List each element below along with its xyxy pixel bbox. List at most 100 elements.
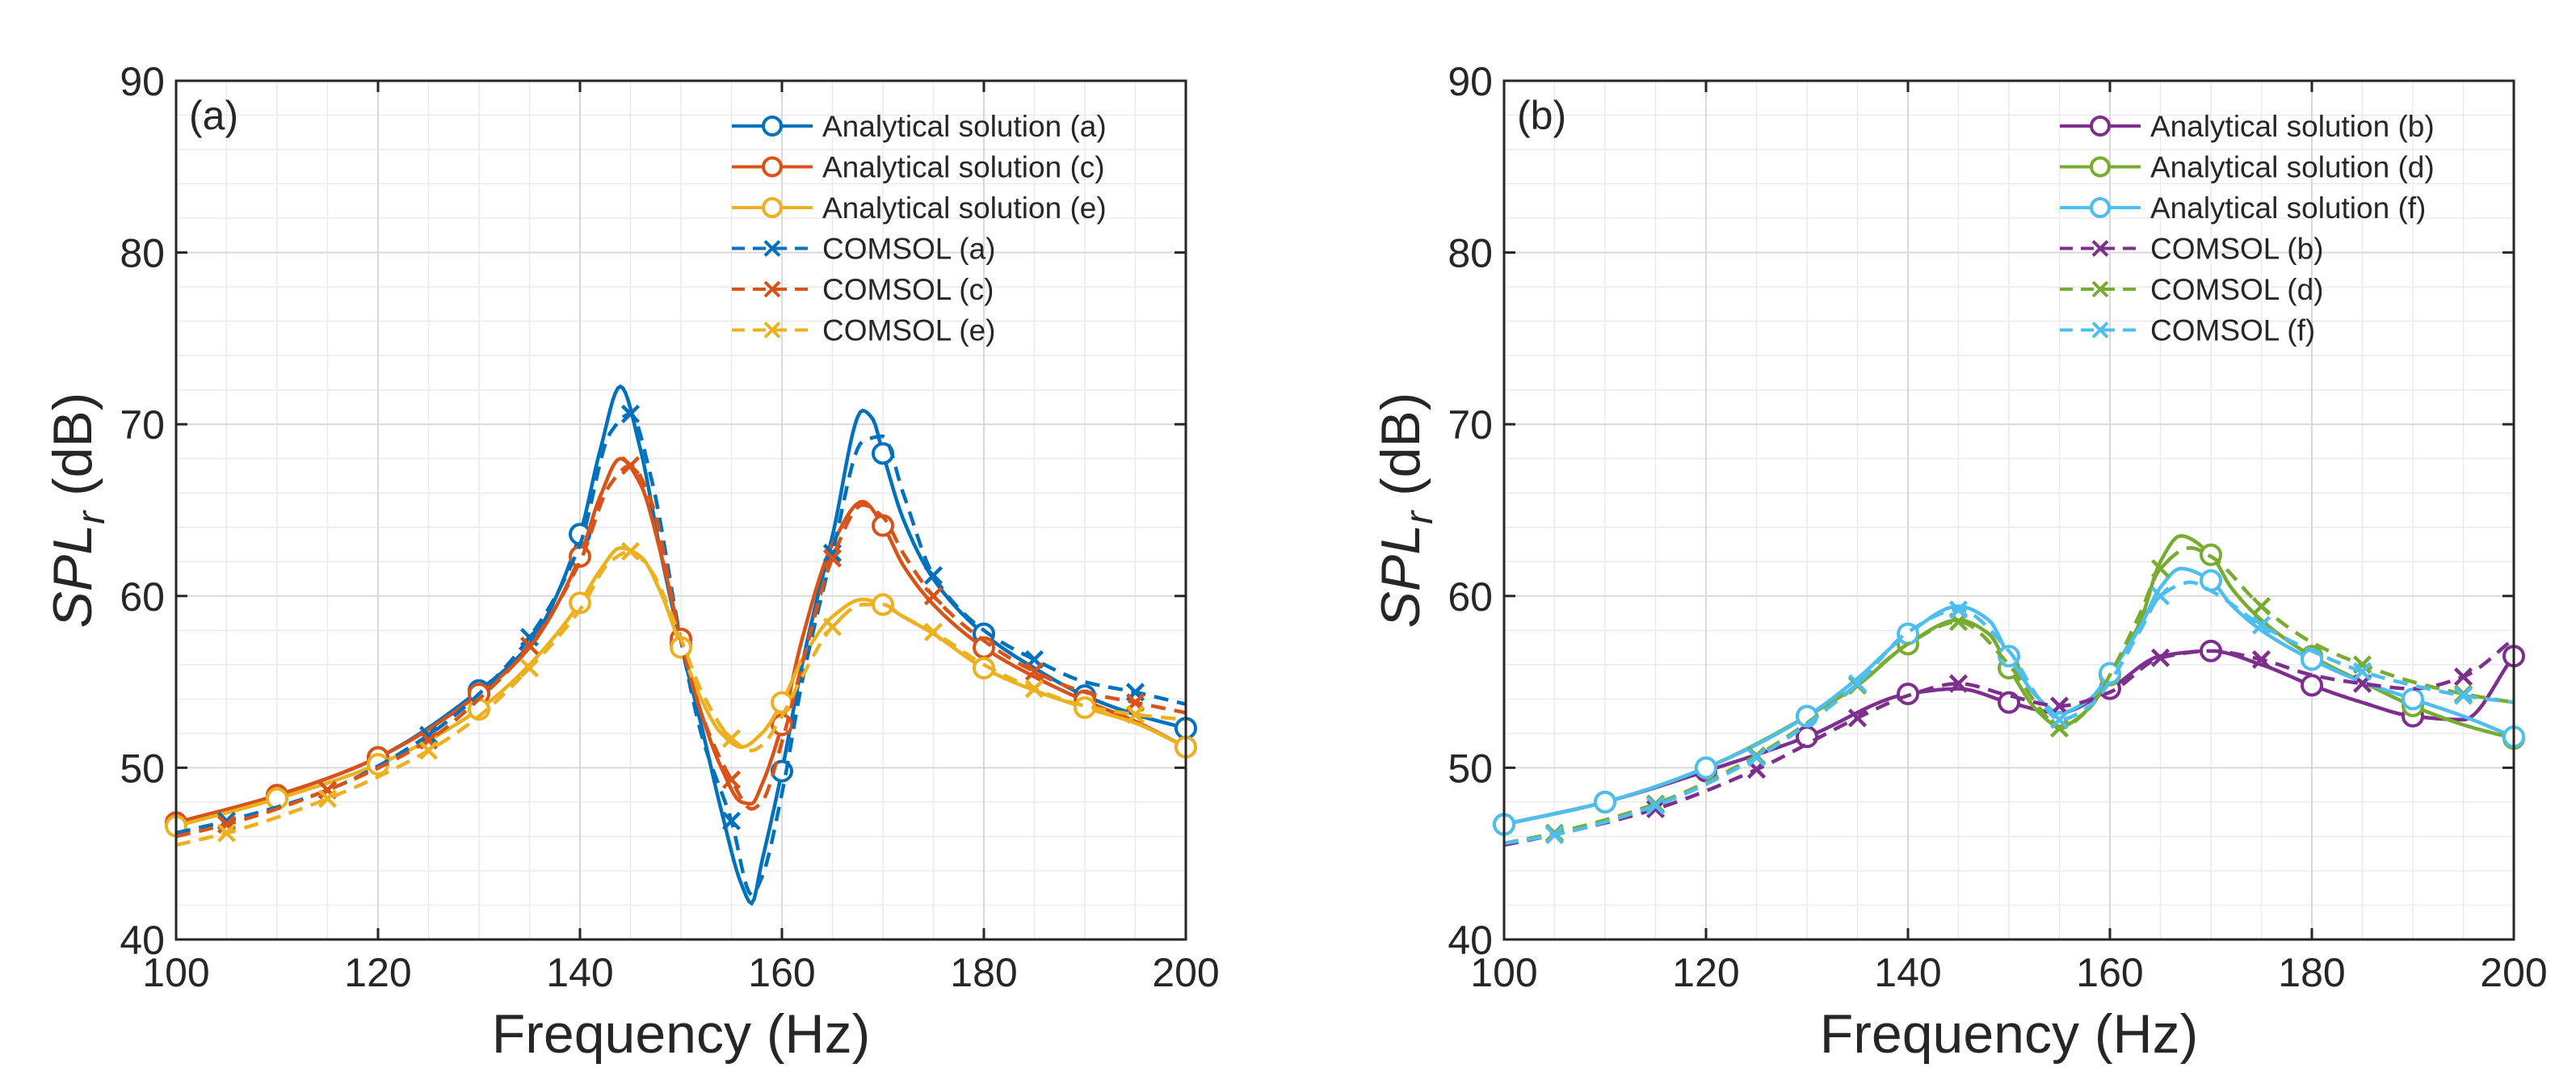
legend-entry-label: Analytical solution (b) bbox=[2150, 110, 2435, 143]
marker-point bbox=[216, 823, 237, 843]
x-tick-label: 180 bbox=[950, 950, 1017, 995]
y-tick-label: 60 bbox=[1448, 574, 1493, 620]
plot-frame bbox=[1502, 79, 2515, 941]
y-tick-label: 40 bbox=[1448, 918, 1493, 963]
marker-point bbox=[2150, 648, 2170, 667]
marker-point bbox=[2150, 586, 2170, 606]
x-tick-label: 120 bbox=[1672, 950, 1739, 995]
marker-point bbox=[620, 456, 641, 475]
marker-point bbox=[923, 586, 943, 606]
series-line-comsol-e bbox=[176, 549, 1186, 847]
marker-point bbox=[721, 811, 742, 830]
x-tick-label: 200 bbox=[2480, 950, 2547, 995]
x-tick-label: 140 bbox=[1874, 950, 1941, 995]
legend-entry-label: Analytical solution (f) bbox=[2150, 191, 2426, 225]
marker-point bbox=[519, 636, 540, 656]
marker-point bbox=[519, 658, 540, 678]
series-line-comsol-f bbox=[1504, 580, 2514, 846]
marker-point bbox=[822, 549, 843, 568]
series-line-comsol-b bbox=[1504, 637, 2514, 847]
legend-marker bbox=[2091, 240, 2109, 257]
x-axis-label: Frequency (Hz) bbox=[1820, 1003, 2199, 1065]
marker-point bbox=[2049, 696, 2070, 716]
marker-point bbox=[771, 691, 793, 714]
panel-label: (a) bbox=[189, 93, 238, 138]
y-tick-label: 50 bbox=[1448, 746, 1493, 791]
x-tick-label: 100 bbox=[142, 950, 209, 995]
legend-marker bbox=[762, 156, 783, 178]
marker-point bbox=[418, 741, 439, 760]
marker-point bbox=[1948, 600, 1969, 620]
legend-marker bbox=[2090, 116, 2111, 137]
y-tick-label: 90 bbox=[1448, 59, 1493, 104]
marker-point bbox=[1645, 796, 1666, 815]
marker-point bbox=[1024, 679, 1044, 699]
y-tick-label: 80 bbox=[120, 231, 165, 276]
legend-entry-label: COMSOL (d) bbox=[2150, 273, 2323, 306]
legend-entry-label: COMSOL (a) bbox=[822, 233, 995, 266]
marker-point bbox=[418, 725, 439, 745]
legend-entry-label: Analytical solution (c) bbox=[822, 151, 1105, 184]
marker-point bbox=[2352, 662, 2372, 681]
plot-frame bbox=[174, 79, 1187, 941]
panel-label: (b) bbox=[1517, 93, 1566, 138]
legend-entry-label: Analytical solution (e) bbox=[822, 191, 1107, 225]
marker-point bbox=[2301, 674, 2323, 697]
legend-entry-label: COMSOL (c) bbox=[822, 273, 994, 306]
marker-point bbox=[620, 541, 641, 561]
legend-marker bbox=[2091, 280, 2109, 298]
marker-point bbox=[2049, 710, 2070, 729]
marker-point bbox=[2251, 616, 2271, 635]
legend-marker bbox=[2090, 156, 2111, 178]
legend-entry-label: COMSOL (e) bbox=[822, 314, 995, 347]
marker-point bbox=[2453, 686, 2473, 705]
y-axis-label: SPLr (dB) bbox=[42, 393, 113, 628]
y-tick-label: 90 bbox=[120, 59, 165, 104]
legend-marker bbox=[763, 240, 781, 257]
legend-marker bbox=[763, 280, 781, 298]
legend: Analytical solution (a) Analytical soluti… bbox=[732, 110, 1107, 347]
marker-point bbox=[2200, 569, 2222, 592]
y-tick-label: 50 bbox=[120, 746, 165, 791]
legend-entry-label: Analytical solution (a) bbox=[822, 110, 1107, 143]
legend-entry-label: COMSOL (f) bbox=[2150, 314, 2315, 347]
y-tick-label: 60 bbox=[120, 574, 165, 620]
marker-point bbox=[721, 729, 742, 748]
legend-marker bbox=[2091, 322, 2109, 338]
chart-panel-b: 100 120 140 160 180 200 40 50 60 70 80 90 Frequency … bbox=[1370, 59, 2548, 1065]
marker-point bbox=[317, 789, 338, 809]
legend-marker bbox=[762, 197, 783, 218]
legend-marker bbox=[2090, 197, 2111, 218]
marker-point bbox=[1645, 799, 1666, 819]
marker-point bbox=[1125, 704, 1145, 725]
marker-point bbox=[2251, 649, 2271, 670]
marker-point bbox=[2402, 687, 2424, 711]
marker-point bbox=[2251, 596, 2271, 616]
legend-entry-label: COMSOL (b) bbox=[2150, 233, 2323, 266]
marker-point bbox=[923, 565, 943, 585]
marker-point bbox=[2453, 667, 2473, 687]
x-tick-label: 200 bbox=[1152, 950, 1219, 995]
marker-point bbox=[620, 404, 641, 424]
y-axis-label: SPLr (dB) bbox=[1370, 393, 1441, 628]
marker-point bbox=[923, 622, 943, 642]
marker-point bbox=[1544, 825, 1565, 844]
legend-entry-label: Analytical solution (d) bbox=[2150, 151, 2435, 184]
marker-point bbox=[1695, 756, 1717, 780]
marker-point bbox=[1847, 674, 1868, 693]
marker-point bbox=[2150, 559, 2170, 578]
x-tick-label: 160 bbox=[2076, 950, 2143, 995]
x-axis-label: Frequency (Hz) bbox=[492, 1003, 871, 1065]
y-tick-label: 70 bbox=[1448, 402, 1493, 448]
marker-point bbox=[1796, 725, 1818, 749]
x-tick-label: 140 bbox=[546, 950, 613, 995]
x-tick-label: 160 bbox=[748, 950, 815, 995]
legend: Analytical solution (b) Analytical soluti… bbox=[2060, 110, 2435, 347]
marker-point bbox=[1847, 708, 1868, 728]
x-tick-label: 120 bbox=[344, 950, 411, 995]
y-tick-label: 40 bbox=[120, 918, 165, 963]
marker-point bbox=[721, 770, 742, 789]
marker-point bbox=[1746, 748, 1767, 767]
y-tick-label: 80 bbox=[1448, 231, 1493, 276]
